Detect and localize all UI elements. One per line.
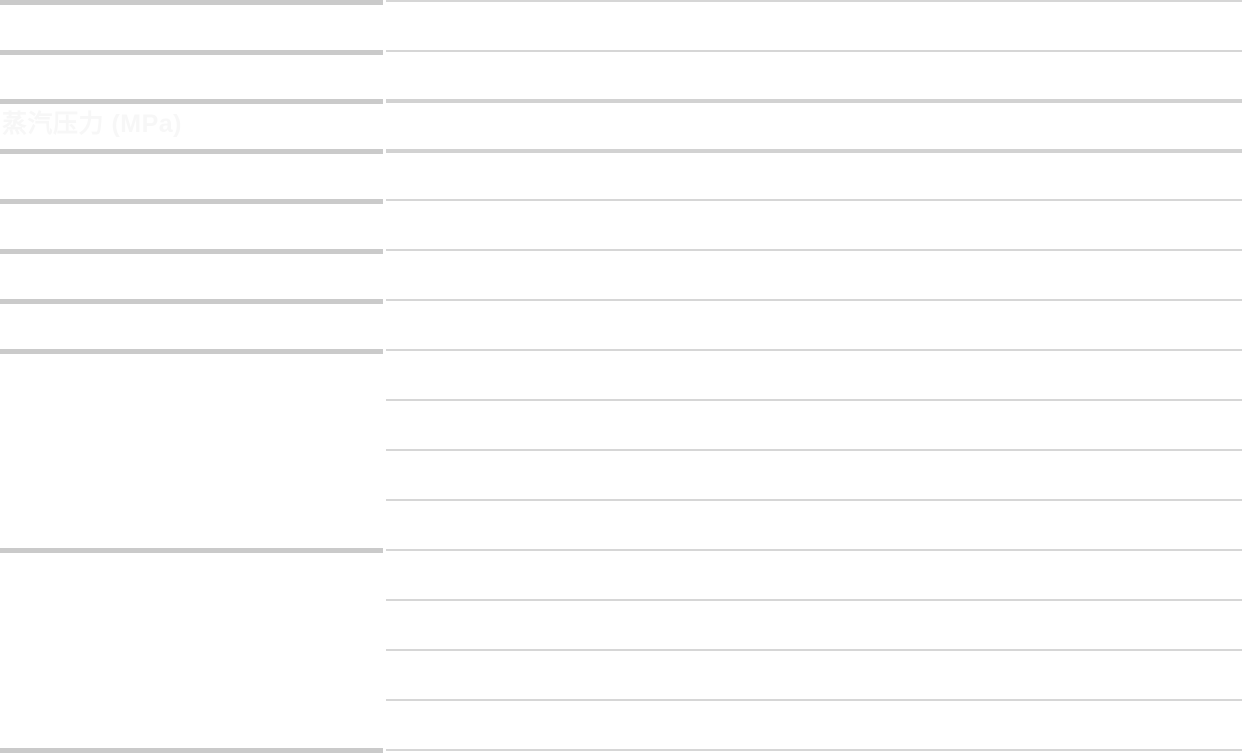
row-divider [0, 748, 383, 753]
row-divider [0, 548, 383, 553]
row-divider [386, 399, 1242, 401]
row-divider [0, 349, 383, 354]
spec-table-label-column: 蒸汽压力 (MPa) [0, 0, 383, 753]
row-divider [386, 499, 1242, 501]
spec-table-value-column [386, 0, 1242, 753]
section-title-steam-pressure: 蒸汽压力 (MPa) [2, 110, 183, 138]
row-divider [386, 299, 1242, 301]
row-divider [386, 99, 1242, 103]
row-divider [386, 0, 1242, 2]
row-divider [386, 449, 1242, 451]
row-divider [386, 549, 1242, 551]
row-divider [0, 50, 383, 55]
row-divider [386, 599, 1242, 601]
row-divider [386, 699, 1242, 701]
row-divider [386, 199, 1242, 201]
row-divider [386, 249, 1242, 251]
row-divider [0, 0, 383, 5]
row-divider [386, 649, 1242, 651]
row-divider [0, 249, 383, 254]
row-divider [0, 299, 383, 304]
row-divider [0, 149, 383, 154]
row-divider [386, 749, 1242, 751]
row-divider [386, 50, 1242, 52]
row-divider [386, 349, 1242, 351]
row-divider [386, 149, 1242, 153]
row-divider [0, 199, 383, 204]
row-divider [0, 99, 383, 104]
